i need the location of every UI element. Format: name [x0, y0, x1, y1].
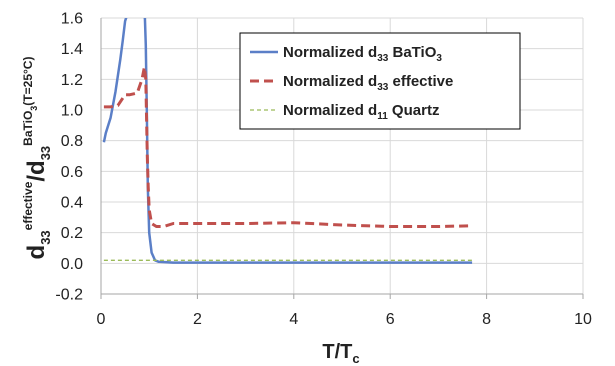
- series-lines: [102, 18, 473, 264]
- legend-box: [239, 32, 521, 130]
- x-axis-title: T/Tc: [322, 341, 359, 366]
- y-tick-label: 1.2: [61, 72, 83, 89]
- y-tick-label: 1.4: [61, 41, 83, 58]
- x-tick-label: 6: [386, 311, 395, 328]
- y-tick-label: 1.0: [61, 103, 83, 120]
- x-tick-label: 8: [482, 311, 491, 328]
- x-tick-label: 4: [289, 311, 298, 328]
- series-line-dotted: [143, 18, 147, 20]
- series-group: [103, 65, 473, 228]
- y-tick-label: -0.2: [55, 287, 83, 304]
- y-tick-labels: -0.2 0.0 0.2 0.4 0.6 0.8 1.0 1.2 1.4 1.6: [55, 11, 83, 304]
- y-tick-label: 0.6: [61, 164, 83, 181]
- x-tick-label: 0: [97, 311, 106, 328]
- x-tick-labels: 0 2 4 6 8 10: [97, 311, 592, 328]
- y-axis-title: d33effective/d33BaTiO3(T=25°C): [21, 57, 53, 260]
- y-tick-label: 1.6: [61, 11, 83, 28]
- y-tick-label: 0.0: [61, 256, 83, 273]
- y-tick-label: 0.2: [61, 225, 83, 242]
- series-line: [103, 65, 473, 228]
- legend-label: Normalized d11 Quartz: [283, 102, 439, 122]
- legend-label: Normalized d33 effective: [283, 73, 453, 93]
- axis-titles: T/Tc d33effective/d33BaTiO3(T=25°C): [21, 57, 360, 366]
- y-tick-label: 0.8: [61, 133, 83, 150]
- series-line-dotted: [124, 18, 128, 20]
- x-tick-label: 2: [193, 311, 202, 328]
- plot-frame: [100, 18, 584, 299]
- x-tick-label: 10: [574, 311, 592, 328]
- series-line: [102, 18, 128, 143]
- y-tick-label: 0.4: [61, 195, 83, 212]
- legend-label: Normalized d33 BaTiO3: [283, 44, 442, 64]
- legend: Normalized d33 BaTiO3 Normalized d33 effe…: [239, 32, 521, 130]
